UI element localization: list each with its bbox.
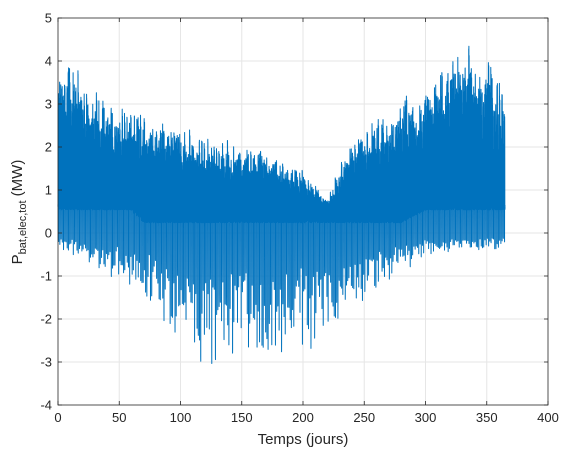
x-tick-label: 150: [231, 410, 253, 425]
x-tick-label: 250: [353, 410, 375, 425]
x-tick-label: 50: [112, 410, 126, 425]
y-tick-label: 5: [45, 11, 52, 26]
y-axis-label-main: P: [9, 254, 26, 264]
y-tick-label: -2: [40, 312, 52, 327]
y-tick-label: 2: [45, 140, 52, 155]
y-tick-label: -1: [40, 269, 52, 284]
y-axis-label: Pbat,elec,tot (MW): [9, 160, 29, 265]
y-axis-label-subscript: bat,elec,tot: [17, 200, 29, 254]
x-tick-label: 400: [537, 410, 559, 425]
x-tick-label: 100: [170, 410, 192, 425]
plot-area: 0 50 100 150 200 250 300 350 400 -4 -3 -2 -1 0 1 2 3 4 5: [40, 11, 558, 426]
series-line: [57, 45, 506, 364]
ticks: 0 50 100 150 200 250 300 350 400 -4 -3 -2 -1 0 1 2 3 4 5: [40, 11, 558, 426]
x-tick-label: 0: [54, 410, 61, 425]
x-tick-label: 300: [415, 410, 437, 425]
y-axis-label-unit: (MW): [9, 160, 26, 201]
y-tick-label: -3: [40, 355, 52, 370]
y-tick-label: -4: [40, 398, 52, 413]
x-tick-label: 350: [476, 410, 498, 425]
y-tick-label: 3: [45, 97, 52, 112]
y-tick-label: 4: [45, 54, 52, 69]
x-tick-label: 200: [292, 410, 314, 425]
x-axis-label: Temps (jours): [258, 431, 349, 448]
y-tick-label: 1: [45, 183, 52, 198]
y-tick-label: 0: [45, 226, 52, 241]
